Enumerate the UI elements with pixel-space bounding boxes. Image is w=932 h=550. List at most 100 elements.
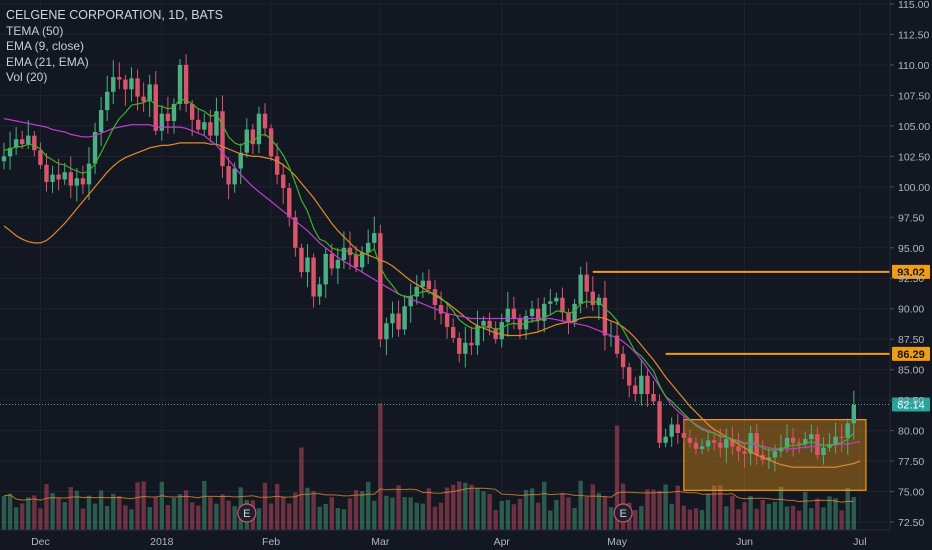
earnings-marker-label: E (619, 508, 626, 520)
candle-body (560, 297, 565, 313)
candle-body (299, 247, 304, 273)
candle-body (183, 64, 189, 104)
volume-bar (281, 496, 286, 530)
candle-body (529, 308, 535, 317)
price-tick-label: 100.00 (898, 182, 930, 194)
volume-bar (117, 496, 122, 530)
candle-body (305, 257, 310, 273)
volume-bar (821, 507, 826, 530)
volume-bar (444, 487, 450, 530)
legend-volume[interactable]: Vol (20) (6, 70, 48, 84)
candle-body (687, 437, 693, 443)
candle-body (62, 172, 67, 180)
volume-bar (214, 503, 219, 530)
volume-bar (432, 506, 438, 530)
candle-body (384, 323, 389, 340)
volume-bar (135, 482, 140, 530)
price-tick-label: 87.50 (898, 334, 924, 346)
candle-body (177, 64, 183, 104)
candle-body (147, 84, 152, 102)
volume-bar (469, 484, 474, 530)
candle-body (341, 247, 347, 260)
volume-bar (220, 494, 225, 530)
price-tick-label: 97.50 (898, 212, 924, 224)
candle-body (669, 424, 674, 437)
candle-body (232, 168, 237, 185)
candle-body (675, 424, 680, 434)
price-axis[interactable]: 115.00 112.50 110.00 107.50 105.00 102.50 100.… (889, 0, 930, 530)
candle-body (475, 325, 480, 346)
volume-bar (317, 506, 322, 530)
candle-body (256, 113, 262, 145)
volume-bar (165, 505, 171, 530)
candle-body (444, 313, 450, 327)
symbol-title[interactable]: CELGENE CORPORATION, 1D, BATS (6, 8, 223, 22)
volume-bar (129, 509, 134, 530)
candle-body (396, 313, 401, 330)
volume-bar (784, 506, 790, 530)
volume-bar (687, 509, 693, 530)
volume-bar (639, 506, 644, 530)
volume-bar (341, 509, 347, 530)
candle-body (809, 434, 814, 440)
candle-body (517, 318, 523, 330)
volume-bar (705, 494, 711, 530)
candle-body (238, 152, 243, 169)
candle-body (724, 439, 729, 448)
volume-bar (511, 504, 517, 530)
candle-body (378, 233, 383, 340)
candle-body (602, 297, 608, 336)
time-tick-label: Jul (853, 536, 866, 548)
price-tick-label: 110.00 (898, 60, 929, 72)
volume-bar (499, 500, 504, 530)
candle-body (329, 253, 334, 269)
volume-bar (742, 502, 747, 530)
price-tick-label: 92.50 (898, 273, 924, 285)
legend-tema[interactable]: TEMA (50) (6, 23, 64, 38)
volume-bar (226, 500, 231, 530)
candle-body (287, 188, 292, 218)
volume-bar (74, 490, 80, 530)
time-axis-bg (0, 530, 932, 550)
candle-body (159, 113, 165, 131)
volume-bar (772, 501, 778, 530)
volume-bar (572, 508, 577, 530)
volume-bar (754, 508, 759, 530)
time-tick-label: Dec (31, 536, 50, 548)
candle-body (766, 457, 772, 460)
candle-body (705, 440, 711, 447)
volume-bar (390, 497, 395, 530)
price-tick-label: 107.50 (898, 90, 930, 102)
volume-bar (7, 493, 13, 530)
candle-body (784, 437, 790, 448)
volume-bar (268, 503, 274, 530)
legend-ema-9[interactable]: EMA (9, close) (6, 39, 85, 53)
resistance-levels[interactable]: 93.02 86.29 82.14 (0, 264, 930, 412)
candle-body (129, 78, 134, 90)
candle-body (572, 303, 577, 323)
time-tick-label: 2018 (150, 536, 174, 548)
volume-bar (287, 503, 292, 530)
earnings-marker-circle (237, 503, 257, 523)
volume-bar (693, 508, 699, 530)
volume-bar (414, 502, 419, 530)
volume-bar (384, 495, 389, 530)
candle-body (681, 433, 687, 438)
volume-bar (736, 509, 741, 530)
legend-ema-21[interactable]: EMA (21, EMA) (6, 54, 89, 69)
volume-bar (481, 491, 486, 530)
time-axis[interactable]: Dec 2018 Feb Mar Apr May Jun Jul (0, 529, 932, 550)
volume-bar (426, 488, 432, 530)
volume-bar (542, 481, 547, 530)
volume-bar (675, 485, 680, 530)
volume-bar (457, 481, 462, 530)
candle-body (620, 353, 626, 368)
candle-body (584, 274, 589, 292)
candle-body (281, 174, 286, 189)
volume-bar (493, 510, 498, 530)
candle-body (505, 308, 511, 323)
volume-bar (663, 484, 668, 530)
price-tick-label: 115.00 (898, 0, 929, 11)
